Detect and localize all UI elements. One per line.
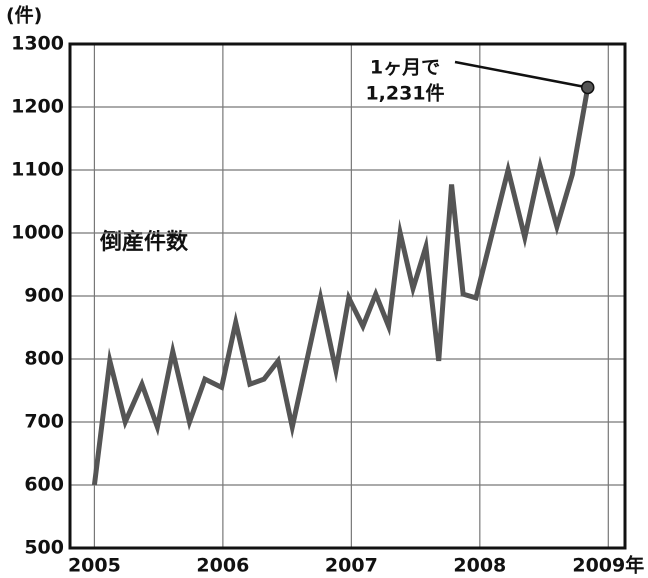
y-tick-label: 1300 [11, 33, 64, 55]
y-tick-label: 800 [24, 348, 64, 370]
x-tick-label: 2008 [453, 555, 506, 577]
y-tick-label: 1200 [11, 96, 64, 118]
data-label: 1,231件 [365, 82, 444, 105]
end-marker [580, 80, 595, 95]
y-tick-label: 900 [24, 285, 64, 307]
x-tick-label: 2007 [325, 555, 378, 577]
y-tick-label: 1000 [11, 222, 64, 244]
x-tick-label: 2009年 [572, 554, 644, 577]
x-tick-label: 2006 [196, 555, 249, 577]
y-unit: (件) [6, 4, 42, 27]
y-tick-label: 500 [24, 537, 64, 559]
x-tick-label: 2005 [68, 555, 121, 577]
y-tick-label: 700 [24, 411, 64, 433]
annotation: 1ヶ月で [370, 57, 440, 79]
plot-frame [68, 42, 627, 550]
data-line [91, 87, 591, 486]
y-tick-label: 600 [24, 474, 64, 496]
y-tick-label: 1100 [11, 159, 64, 181]
annotation-leader [454, 60, 588, 89]
